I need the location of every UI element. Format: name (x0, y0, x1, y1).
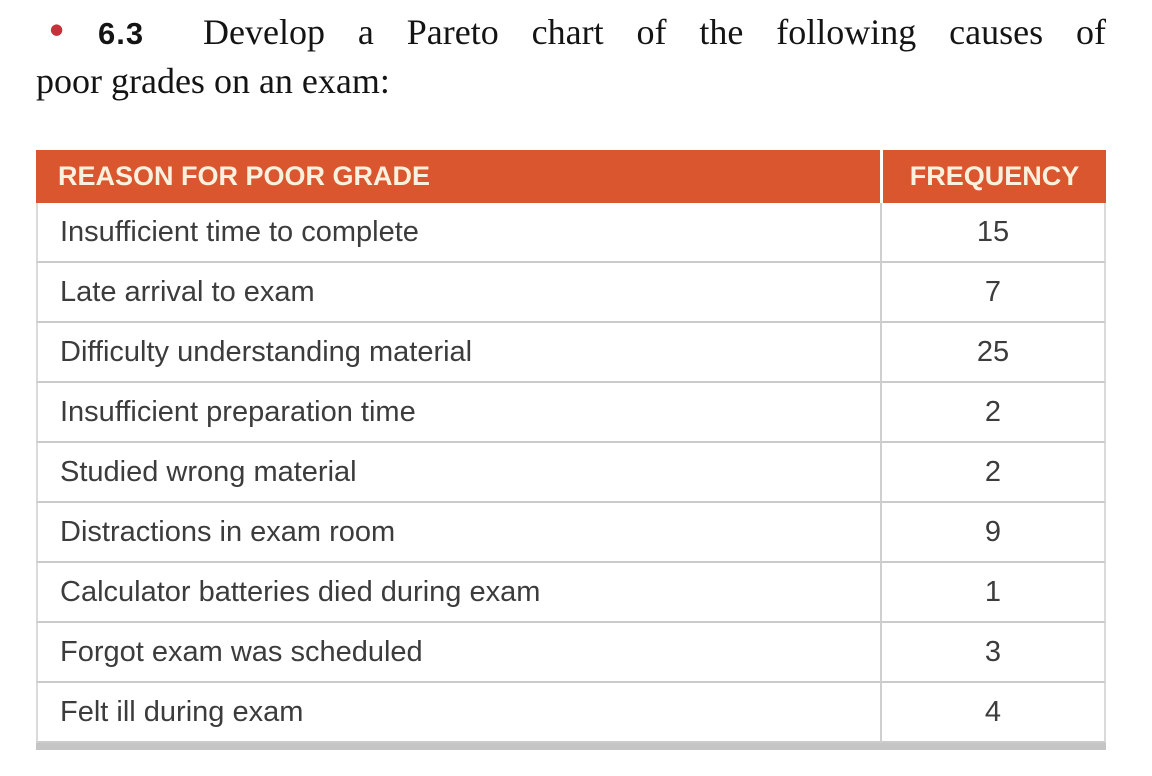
table-row: Insufficient preparation time 2 (36, 383, 1106, 443)
bullet-icon: ● (50, 20, 64, 38)
frequency-cell: 2 (879, 383, 1106, 443)
reason-cell: Forgot exam was scheduled (36, 623, 880, 683)
reason-cell: Felt ill during exam (36, 683, 880, 743)
table-row: Distractions in exam room 9 (36, 503, 1106, 563)
problem-text-line1: Develop a Pareto chart of the following … (203, 12, 1106, 52)
frequency-cell: 1 (879, 563, 1106, 623)
frequency-cell: 7 (879, 263, 1106, 323)
reason-cell: Calculator batteries died during exam (36, 563, 880, 623)
table-header-row: REASON FOR POOR GRADE FREQUENCY (36, 150, 1106, 203)
frequency-cell: 4 (879, 683, 1106, 743)
reason-cell: Difficulty understanding material (36, 323, 880, 383)
table-row: Forgot exam was scheduled 3 (36, 623, 1106, 683)
table-row: Difficulty understanding material 25 (36, 323, 1106, 383)
reason-cell: Insufficient time to complete (36, 203, 880, 263)
problem-number: 6.3 (98, 16, 145, 51)
frequency-column-header: FREQUENCY (879, 150, 1106, 203)
table-row: Calculator batteries died during exam 1 (36, 563, 1106, 623)
table-row: Insufficient time to complete 15 (36, 203, 1106, 263)
reason-column-header: REASON FOR POOR GRADE (36, 150, 880, 203)
frequency-cell: 25 (879, 323, 1106, 383)
frequency-table: REASON FOR POOR GRADE FREQUENCY Insuffic… (36, 150, 1106, 750)
table-row: Late arrival to exam 7 (36, 263, 1106, 323)
table-row: Studied wrong material 2 (36, 443, 1106, 503)
reason-cell: Distractions in exam room (36, 503, 880, 563)
problem-statement: ● 6.3 Develop a Pareto chart of the foll… (36, 8, 1106, 104)
problem-title-line1: 6.3 Develop a Pareto chart of the follow… (36, 8, 1106, 58)
reason-cell: Late arrival to exam (36, 263, 880, 323)
frequency-cell: 15 (879, 203, 1106, 263)
problem-text-line2: poor grades on an exam: (36, 61, 390, 101)
frequency-cell: 3 (879, 623, 1106, 683)
reason-cell: Insufficient preparation time (36, 383, 880, 443)
reason-cell: Studied wrong material (36, 443, 880, 503)
frequency-cell: 2 (879, 443, 1106, 503)
frequency-cell: 9 (879, 503, 1106, 563)
table-row: Felt ill during exam 4 (36, 683, 1106, 743)
